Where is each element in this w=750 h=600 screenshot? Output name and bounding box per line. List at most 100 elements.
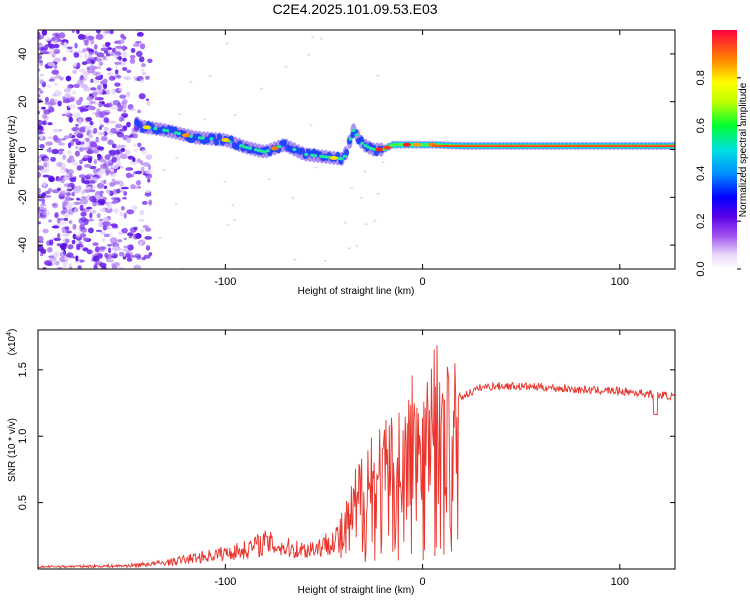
snr-x-tick-label: -100: [214, 576, 236, 588]
noise-speckle: [130, 184, 136, 190]
noise-speckle: [350, 186, 354, 189]
ridge-hotspot: [181, 133, 190, 138]
snr-series-line: [38, 344, 675, 569]
noise-speckle: [99, 208, 107, 213]
noise-speckle: [133, 233, 139, 240]
noise-speckle: [58, 129, 62, 132]
noise-speckle: [147, 178, 151, 183]
noise-speckle: [128, 235, 133, 239]
ridge-core: [153, 127, 158, 131]
noise-speckle: [38, 125, 44, 130]
noise-speckle: [86, 58, 92, 64]
noise-speckle: [113, 181, 121, 185]
ridge-core: [322, 155, 326, 159]
noise-speckle: [107, 191, 111, 195]
noise-speckle: [87, 180, 96, 184]
noise-speckle: [90, 59, 95, 65]
noise-speckle: [54, 260, 60, 266]
noise-speckle: [107, 203, 112, 210]
noise-speckle: [38, 68, 41, 72]
noise-speckle: [43, 51, 50, 55]
noise-speckle: [107, 139, 114, 145]
noise-speckle: [103, 126, 110, 132]
noise-speckle: [76, 243, 81, 251]
noise-speckle: [100, 47, 109, 52]
noise-speckle: [44, 190, 51, 195]
noise-speckle: [63, 256, 71, 260]
noise-speckle: [64, 93, 72, 97]
noise-speckle: [94, 262, 100, 266]
noise-speckle: [83, 218, 89, 225]
noise-speckle: [83, 86, 91, 92]
noise-speckle: [48, 43, 55, 50]
snr-y-tick-label: 1.0: [17, 429, 29, 444]
noise-speckle: [73, 201, 81, 205]
ridge-hotspot: [383, 145, 392, 150]
noise-speckle: [48, 48, 55, 52]
noise-speckle: [74, 42, 78, 49]
ridge-core: [348, 137, 353, 141]
noise-speckle: [85, 117, 93, 122]
noise-speckle: [121, 206, 125, 211]
spectrogram-x-label: Height of straight line (km): [298, 286, 415, 297]
noise-speckle: [76, 165, 83, 171]
noise-speckle: [145, 154, 153, 160]
noise-speckle: [38, 188, 41, 194]
noise-speckle: [88, 133, 93, 139]
noise-speckle: [95, 246, 100, 253]
ridge-core: [419, 143, 424, 147]
noise-speckle: [39, 144, 45, 149]
noise-speckle: [40, 248, 47, 254]
noise-speckle: [90, 39, 95, 45]
noise-speckle: [141, 71, 146, 76]
ridge-core: [277, 144, 282, 149]
noise-speckle: [68, 96, 76, 102]
noise-speckle: [118, 128, 126, 132]
noise-speckle: [53, 237, 61, 241]
noise-speckle: [110, 174, 117, 178]
noise-speckle: [323, 259, 327, 262]
spectrogram-x-ticks: -100 0 100: [214, 30, 629, 288]
noise-speckle: [116, 104, 125, 109]
noise-speckle: [61, 166, 65, 170]
noise-speckle: [73, 83, 81, 88]
noise-speckle: [103, 233, 111, 238]
noise-speckle: [105, 41, 110, 48]
ridge-core: [265, 149, 270, 153]
noise-speckle: [42, 114, 47, 119]
noise-speckle: [92, 91, 98, 97]
noise-speckle: [260, 87, 264, 90]
noise-speckle: [53, 135, 59, 142]
noise-speckle: [67, 150, 72, 155]
noise-speckle: [125, 253, 131, 258]
noise-speckle: [111, 106, 119, 110]
noise-speckle: [106, 226, 112, 230]
noise-speckle: [97, 132, 106, 136]
noise-speckle: [39, 205, 48, 211]
noise-speckle: [111, 178, 116, 182]
noise-speckle: [126, 209, 135, 215]
ridge-core: [342, 154, 347, 158]
ridge-core: [292, 147, 297, 152]
noise-speckle: [102, 78, 108, 85]
noise-speckle: [108, 247, 112, 254]
noise-speckle: [97, 146, 104, 151]
noise-speckle: [66, 202, 74, 208]
noise-speckle: [363, 170, 367, 173]
noise-speckle: [94, 50, 98, 55]
spectrogram-panel: -100 0 100 -40 -20 0 20 40 Height of straight …: [7, 29, 676, 297]
spectrogram-y-label: Frequency (Hz): [7, 116, 18, 185]
noise-speckle: [81, 61, 88, 66]
noise-speckle: [80, 198, 89, 205]
noise-speckle: [93, 159, 98, 165]
noise-speckle: [133, 226, 138, 231]
noise-speckle: [111, 88, 116, 95]
noise-speckle: [112, 99, 121, 106]
ridge-core: [248, 146, 252, 150]
noise-speckle: [59, 76, 64, 81]
noise-speckle: [103, 117, 110, 123]
noise-speckle: [123, 212, 127, 219]
noise-speckle: [38, 93, 41, 98]
noise-speckle: [118, 116, 123, 122]
